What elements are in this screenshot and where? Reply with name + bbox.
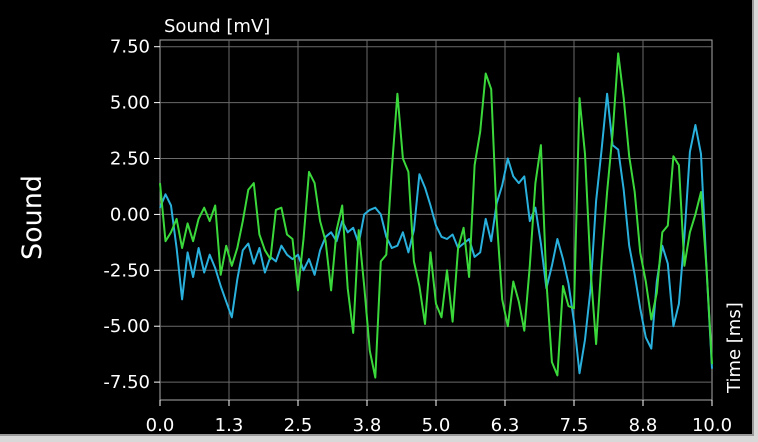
y-tick-label: 2.50 [110, 149, 150, 170]
y-axis-label: Sound [mV] [164, 16, 270, 37]
side-title-text: Sound [17, 174, 49, 260]
x-tick-label: 5.0 [422, 415, 451, 434]
y-tick-label: 5.00 [110, 93, 150, 114]
y-tick-label: 0.00 [110, 204, 150, 225]
x-tick-label: 2.5 [284, 415, 313, 434]
x-tick-label: 0.0 [146, 415, 175, 434]
side-title: Sound [0, 0, 66, 434]
y-tick-label: -7.50 [103, 372, 150, 393]
x-tick-label: 6.3 [491, 415, 520, 434]
series-line-blue [159, 92, 713, 375]
x-tick-label: 3.8 [353, 415, 382, 434]
x-tick-label: 1.3 [215, 415, 244, 434]
x-tick-label: 7.5 [560, 415, 589, 434]
sound-chart: 0.0 1.3 2.5 3.8 5.0 6.3 7.5 8.8 10.0 7.50 5.00 2.50… [103, 16, 745, 436]
x-axis-label: Time [ms] [724, 302, 745, 394]
y-tick-label: -2.50 [103, 260, 150, 281]
axis-ticks: 0.0 1.3 2.5 3.8 5.0 6.3 7.5 8.8 10.0 7.50 5.00 2.50… [103, 37, 732, 436]
series-layer [159, 52, 713, 379]
series-line-green [159, 52, 713, 379]
x-tick-label: 10.0 [692, 415, 732, 434]
x-tick-label: 8.8 [629, 415, 658, 434]
y-tick-label: -5.00 [103, 316, 150, 337]
grid [160, 40, 712, 400]
y-tick-label: 7.50 [110, 37, 150, 58]
